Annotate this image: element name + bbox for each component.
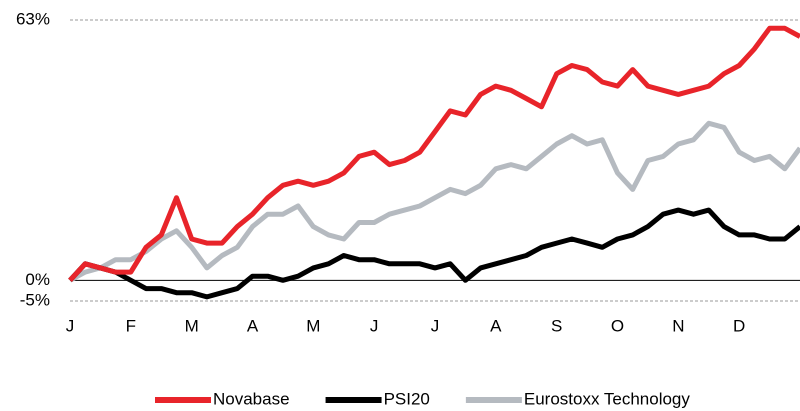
x-tick-label: O	[611, 316, 624, 335]
x-tick-label: M	[185, 316, 199, 335]
y-tick-label: 63%	[16, 9, 50, 28]
legend-label: Eurostoxx Technology	[524, 389, 691, 408]
legend-label: PSI20	[384, 389, 430, 408]
x-tick-label: S	[551, 316, 562, 335]
x-tick-label: J	[370, 316, 379, 335]
y-tick-label: 0%	[25, 270, 50, 289]
x-tick-label: A	[247, 316, 259, 335]
x-tick-label: N	[672, 316, 684, 335]
series-line	[68, 25, 800, 282]
series-line	[68, 120, 800, 283]
series-line	[68, 207, 800, 300]
x-tick-label: J	[66, 316, 75, 335]
x-tick-label: D	[733, 316, 745, 335]
x-tick-label: J	[431, 316, 440, 335]
x-tick-label: A	[490, 316, 502, 335]
x-tick-label: F	[126, 316, 136, 335]
y-tick-label: -5%	[20, 290, 50, 309]
x-tick-label: M	[306, 316, 320, 335]
legend-label: Novabase	[213, 389, 290, 408]
